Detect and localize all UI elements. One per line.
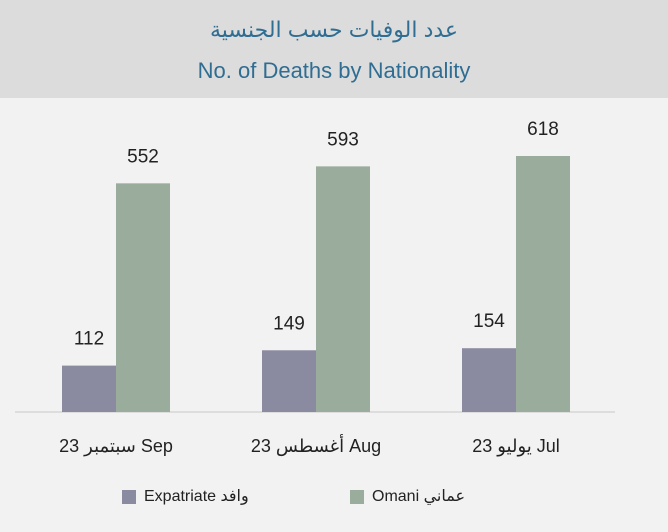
- data-label: 618: [527, 119, 559, 140]
- data-label: 593: [327, 129, 359, 150]
- x-tick-label: سبتمبر 23 Sep: [59, 436, 173, 457]
- bar: [516, 156, 570, 412]
- x-tick-label: يوليو 23 Jul: [472, 436, 560, 457]
- bar: [116, 183, 170, 412]
- chart-subtitle: No. of Deaths by Nationality: [198, 58, 471, 83]
- bar: [316, 166, 370, 412]
- legend-swatch: [122, 490, 136, 504]
- title-band: [0, 0, 668, 98]
- bar: [262, 350, 316, 412]
- data-label: 552: [127, 146, 159, 167]
- legend-label: وافد Expatriate: [144, 488, 249, 506]
- legend-swatch: [350, 490, 364, 504]
- bar: [62, 365, 116, 412]
- data-label: 112: [74, 329, 104, 350]
- chart-title: عدد الوفيات حسب الجنسية: [210, 17, 458, 42]
- data-label: 149: [273, 313, 305, 334]
- bar: [462, 348, 516, 412]
- x-tick-label: أغسطس 23 Aug: [251, 434, 381, 456]
- data-label: 154: [473, 311, 505, 332]
- legend-label: عماني Omani: [372, 488, 465, 506]
